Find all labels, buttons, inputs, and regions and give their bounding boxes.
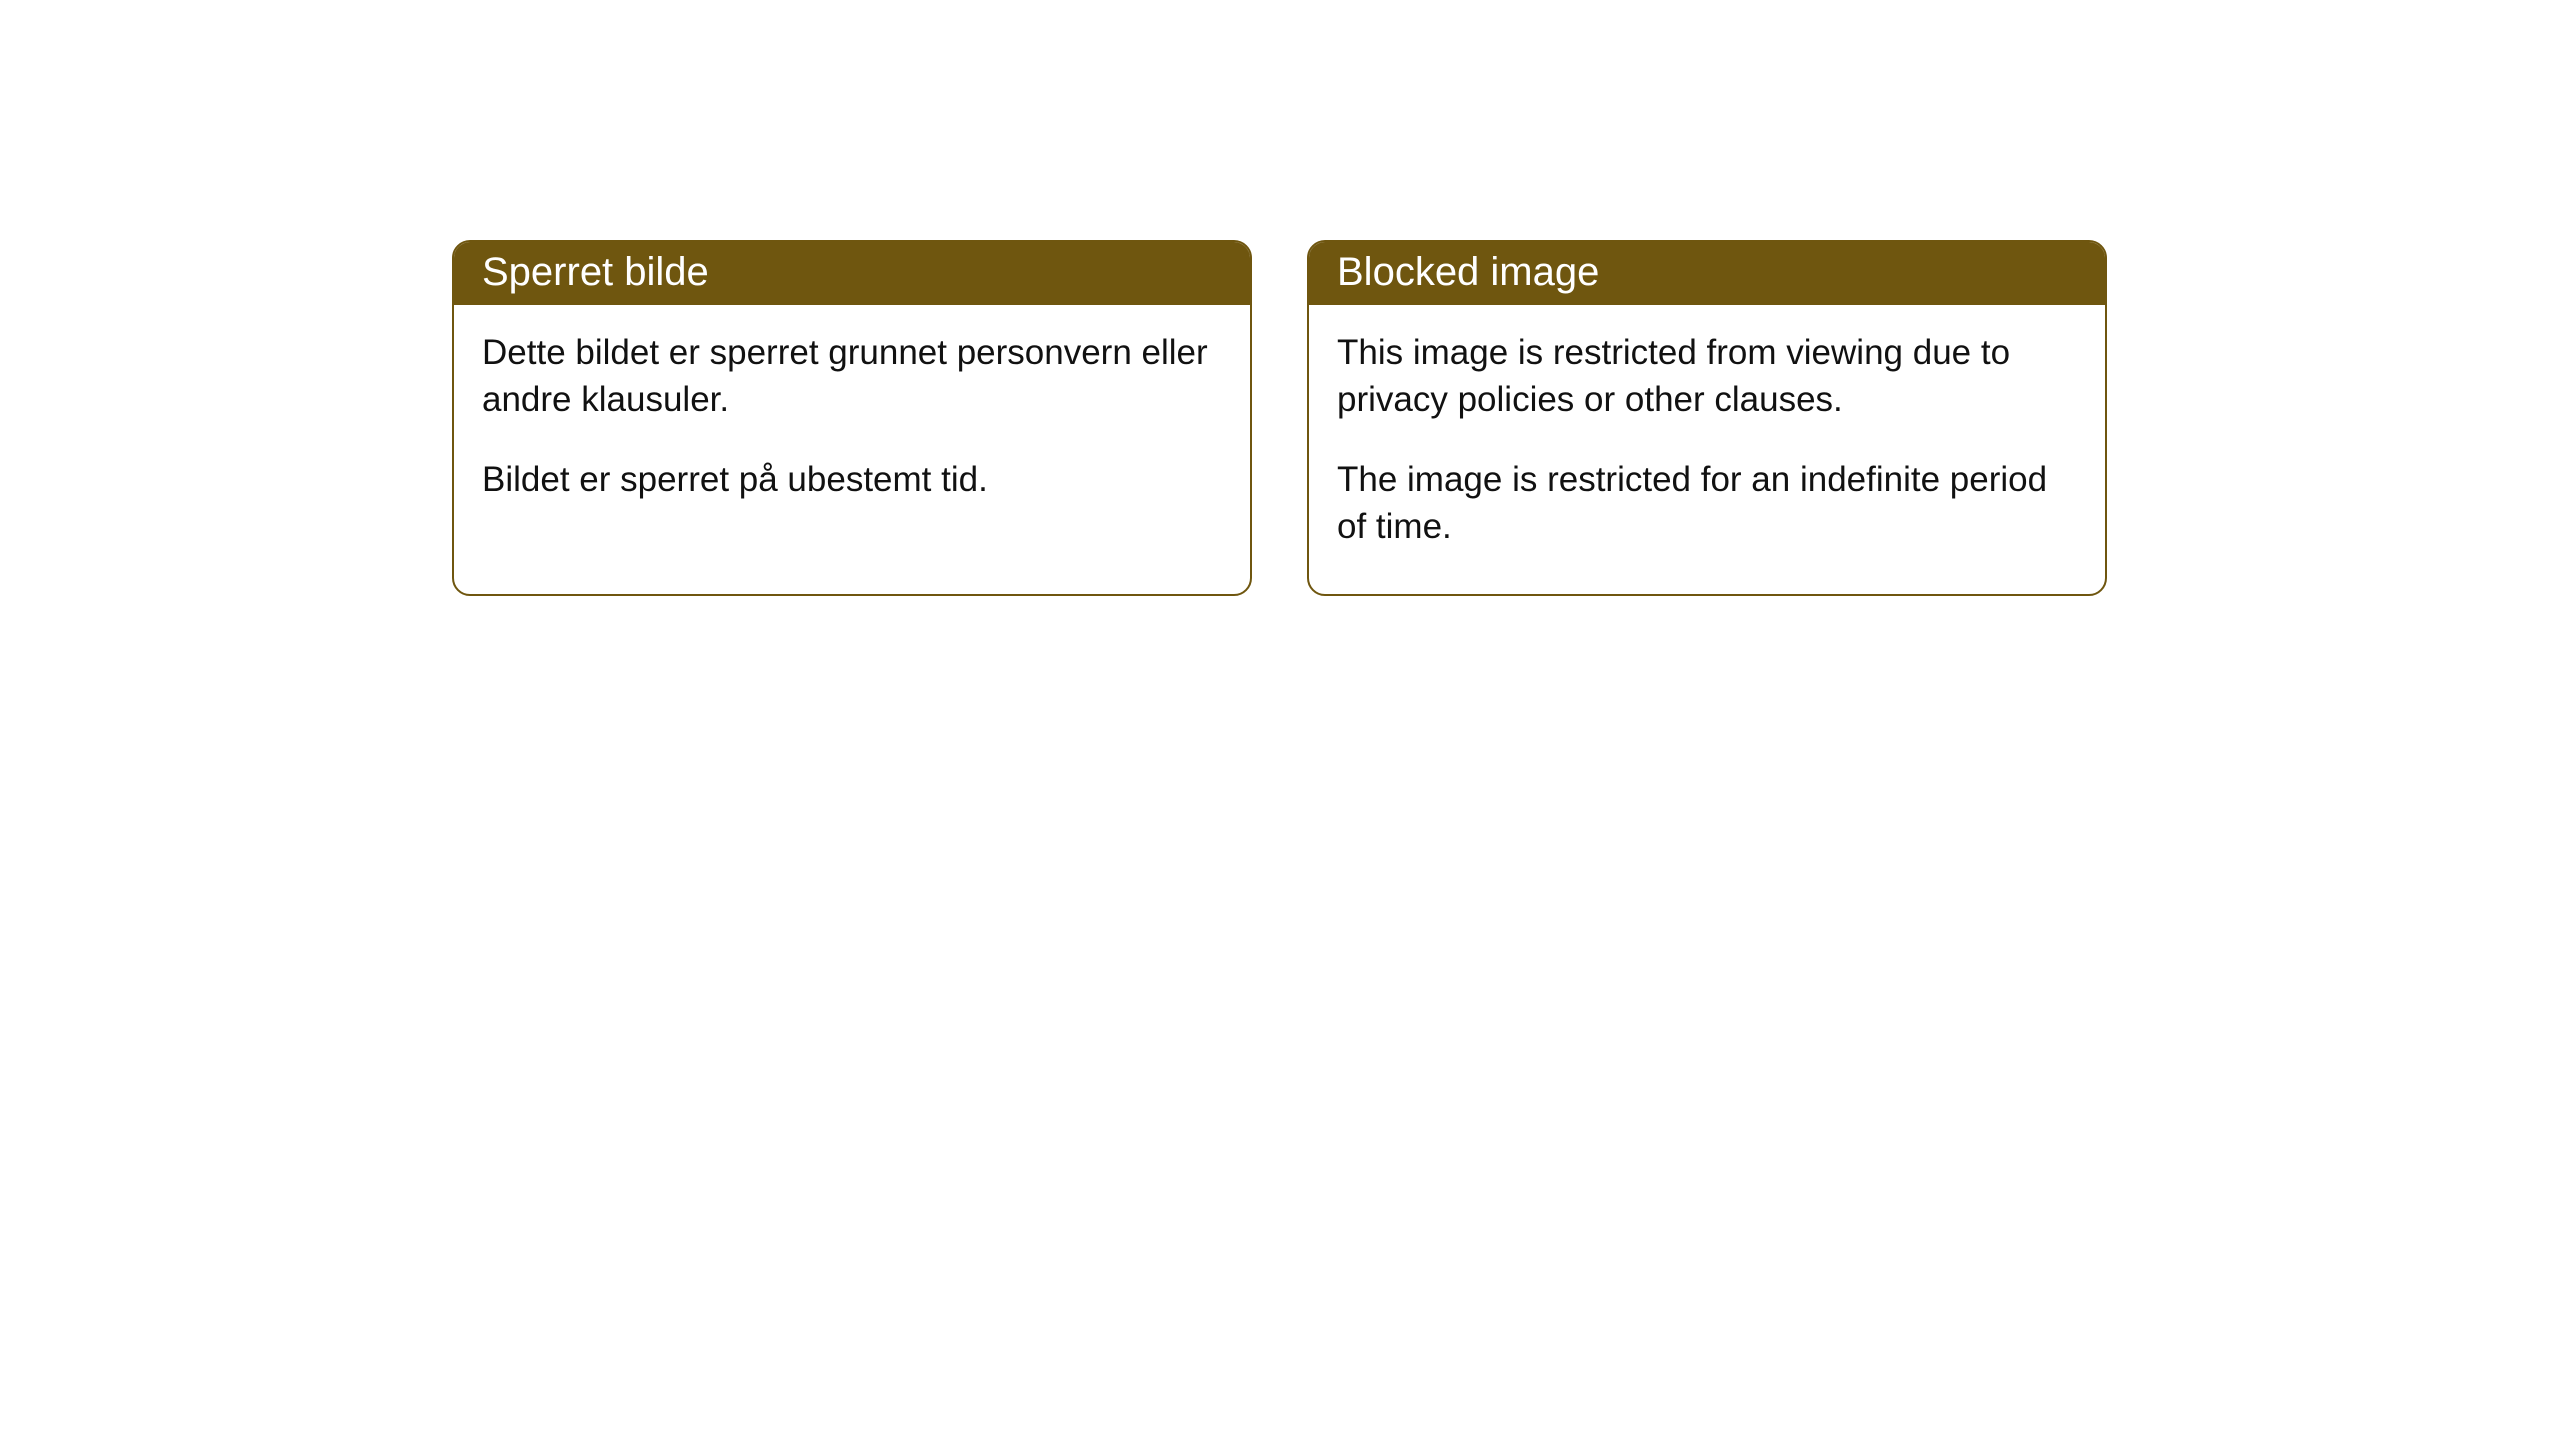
notice-cards-container: Sperret bilde Dette bildet er sperret gr…: [452, 240, 2107, 596]
card-paragraph-no-2: Bildet er sperret på ubestemt tid.: [482, 456, 1222, 503]
blocked-image-notice-card-en: Blocked image This image is restricted f…: [1307, 240, 2107, 596]
card-body-en: This image is restricted from viewing du…: [1309, 305, 2105, 594]
blocked-image-notice-card-no: Sperret bilde Dette bildet er sperret gr…: [452, 240, 1252, 596]
card-paragraph-no-1: Dette bildet er sperret grunnet personve…: [482, 329, 1222, 424]
card-paragraph-en-2: The image is restricted for an indefinit…: [1337, 456, 2077, 551]
card-paragraph-en-1: This image is restricted from viewing du…: [1337, 329, 2077, 424]
card-header-no: Sperret bilde: [454, 242, 1250, 305]
card-body-no: Dette bildet er sperret grunnet personve…: [454, 305, 1250, 547]
card-header-en: Blocked image: [1309, 242, 2105, 305]
